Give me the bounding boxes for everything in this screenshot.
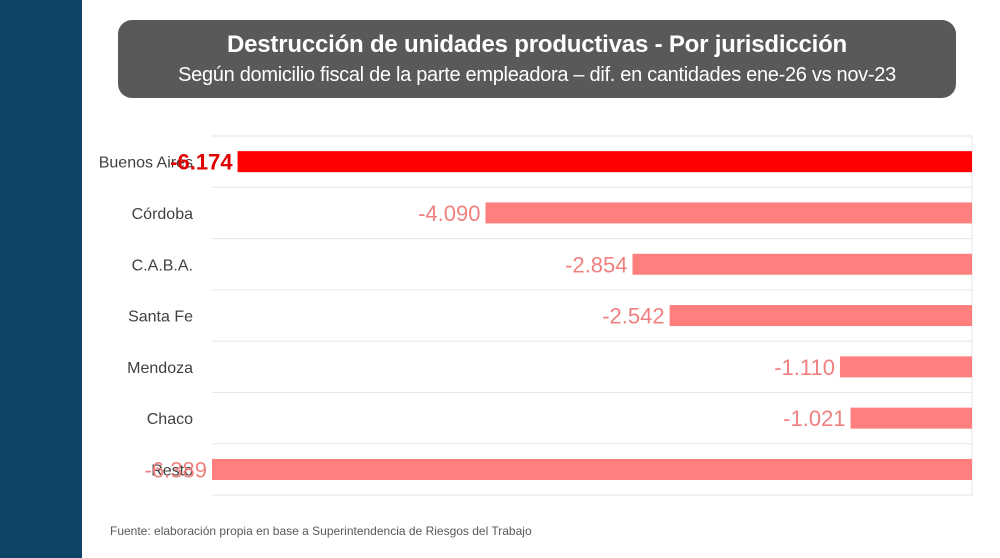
bar [212,458,972,480]
category-label: Resto [151,462,193,479]
category-label: Santa Fe [128,309,193,326]
chart-subtitle: Según domicilio fiscal de la parte emple… [178,64,896,86]
side-band [0,0,82,558]
bar [632,253,972,275]
category-label: Mendoza [127,360,193,377]
category-label: Córdoba [132,206,193,223]
value-label: -2.854 [565,252,627,277]
value-label: -2.542 [602,304,664,329]
bar [485,202,972,224]
title-box: Destrucción de unidades productivas - Po… [118,20,956,98]
chart-title: Destrucción de unidades productivas - Po… [227,31,847,58]
bar [839,356,972,378]
value-label: -1.110 [774,355,835,380]
bar [669,305,972,327]
value-label: -6.389 [145,457,207,482]
bar [237,151,973,173]
bar [850,407,972,429]
category-label: Chaco [147,411,193,428]
category-label: C.A.B.A. [132,257,193,274]
value-label: -6.174 [170,150,233,175]
source-note: Fuente: elaboración propia en base a Sup… [110,524,532,538]
category-label: Buenos Aires [99,155,193,172]
value-label: -1.021 [783,406,845,431]
value-label: -4.090 [418,201,480,226]
